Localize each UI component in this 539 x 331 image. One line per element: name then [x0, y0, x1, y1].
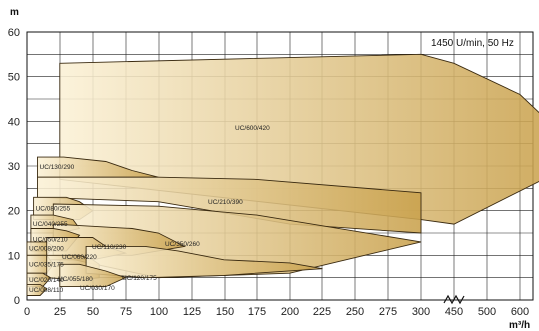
- x-tick-label: 175: [248, 306, 266, 318]
- pump-range-area: [26, 283, 48, 296]
- pump-range-label: UC/035/175: [29, 261, 64, 268]
- pump-range-label: UC/210/390: [208, 199, 243, 206]
- x-tick-label: 125: [183, 306, 201, 318]
- y-tick-label: 0: [14, 295, 20, 307]
- x-tick-label: 75: [120, 306, 132, 318]
- pump-range-label: UC/080/255: [36, 205, 71, 212]
- x-tick-label: 300: [412, 306, 430, 318]
- pump-range-labels: UC/600/420 UC/130/290 UC/210/390 UC/080/255…: [29, 125, 270, 294]
- pump-range-label: UC/008/200: [29, 246, 64, 253]
- pump-range-label: UC/120/175: [122, 275, 157, 282]
- pump-range-label: UC/055/180: [58, 276, 93, 283]
- x-tick-label: 50: [87, 306, 99, 318]
- x-tick-label: 275: [379, 306, 397, 318]
- y-tick-label: 40: [8, 116, 20, 128]
- axis-break-mark: [443, 294, 465, 305]
- pump-range-area: [59, 263, 127, 288]
- pump-range-label: UC/130/290: [40, 164, 75, 171]
- pump-range-label: UC/040/255: [33, 221, 68, 228]
- pump-range-label: UC/020/140: [29, 277, 64, 284]
- pump-range-label: UC/060/220: [62, 254, 97, 261]
- y-tick-label: 10: [8, 250, 20, 262]
- y-tick-label: 20: [8, 206, 20, 218]
- x-tick-label: 450: [445, 306, 463, 318]
- x-tick-label: 100: [150, 306, 168, 318]
- y-axis-unit: m: [10, 7, 19, 18]
- x-tick-label: 0: [24, 306, 30, 318]
- x-tick-label: 225: [313, 306, 331, 318]
- pump-range-label: UC/110/230: [92, 244, 127, 251]
- x-tick-label: 25: [54, 306, 66, 318]
- pump-range-label: UC/030/170: [80, 285, 115, 292]
- pump-range-area: [37, 176, 422, 234]
- x-axis-unit: m³/h: [509, 320, 530, 331]
- x-tick-label: 500: [478, 306, 496, 318]
- x-tick-label: 200: [281, 306, 299, 318]
- x-tick-label: 600: [511, 306, 529, 318]
- x-tick-label: 150: [216, 306, 234, 318]
- speed-annotation: 1450 U/min, 50 Hz: [431, 38, 514, 49]
- pump-range-label: UC/600/420: [235, 125, 270, 132]
- pump-range-label: UC/350/260: [165, 241, 200, 248]
- y-tick-label: 30: [8, 161, 20, 173]
- pump-range-label: UC/050/210: [33, 237, 68, 244]
- y-tick-label: 60: [8, 27, 20, 39]
- pump-range-label: UC/008/110: [29, 287, 64, 294]
- pump-range-areas: [26, 53, 539, 296]
- y-tick-label: 50: [8, 72, 20, 84]
- x-tick-label: 250: [346, 306, 364, 318]
